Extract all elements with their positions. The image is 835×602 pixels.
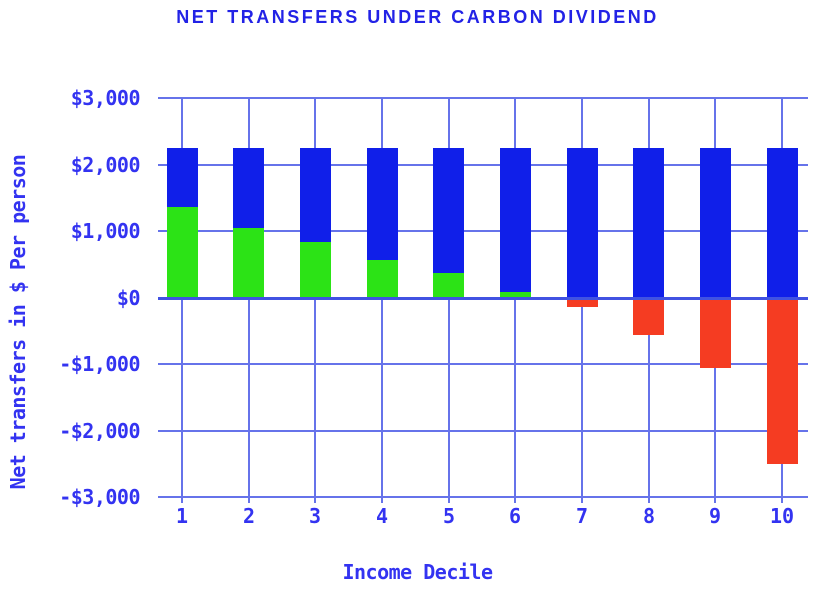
bar-gross-dividend-decile-7 [567,148,598,298]
bar-net-loss-decile-7 [567,298,598,307]
horizontal-gridline [158,230,808,232]
vertical-gridline [314,98,316,503]
vertical-gridline [181,98,183,503]
y-tick-label: $3,000 [70,86,141,110]
bar-net-gain-decile-6 [500,292,531,297]
horizontal-gridline [158,496,808,498]
zero-baseline [158,297,808,300]
horizontal-gridline [158,430,808,432]
bar-gross-dividend-decile-8 [633,148,664,298]
x-tick-label: 7 [575,504,589,528]
x-tick-label: 10 [769,504,795,528]
x-axis-title: Income Decile [342,560,493,584]
x-tick-label: 4 [375,504,389,528]
vertical-gridline [248,98,250,503]
x-tick-label: 3 [308,504,322,528]
x-tick-label: 1 [175,504,189,528]
y-tick-label: $0 [116,286,141,310]
bar-gross-dividend-decile-5 [433,148,464,273]
bar-net-gain-decile-5 [433,273,464,298]
y-tick-label: -$3,000 [59,485,140,509]
horizontal-gridline [158,164,808,166]
x-tick-label: 8 [642,504,656,528]
y-tick-label: $2,000 [70,153,141,177]
bar-net-loss-decile-8 [633,298,664,335]
vertical-gridline [381,98,383,503]
bar-gross-dividend-decile-9 [700,148,731,298]
horizontal-gridline [158,97,808,99]
bar-net-gain-decile-2 [233,228,264,297]
vertical-gridline [448,98,450,503]
chart-title: NET TRANSFERS UNDER CARBON DIVIDEND [176,7,659,27]
x-tick-label: 5 [442,504,456,528]
x-tick-label: 9 [708,504,722,528]
bar-gross-dividend-decile-6 [500,148,531,292]
bar-gross-dividend-decile-2 [233,148,264,228]
x-tick-label: 6 [508,504,522,528]
bar-net-gain-decile-3 [300,242,331,298]
bar-net-gain-decile-1 [167,207,198,297]
bar-gross-dividend-decile-4 [367,148,398,260]
horizontal-gridline [158,363,808,365]
bar-gross-dividend-decile-3 [300,148,331,242]
y-tick-label: -$2,000 [59,419,140,443]
y-tick-label: $1,000 [70,219,141,243]
x-tick-label: 2 [242,504,256,528]
bar-gross-dividend-decile-1 [167,148,198,207]
bar-net-loss-decile-9 [700,298,731,368]
bar-net-gain-decile-4 [367,260,398,298]
y-tick-label: -$1,000 [59,352,140,376]
bar-gross-dividend-decile-10 [767,148,798,298]
bar-net-loss-decile-10 [767,298,798,464]
vertical-gridline [514,98,516,503]
plot-area [158,97,808,503]
